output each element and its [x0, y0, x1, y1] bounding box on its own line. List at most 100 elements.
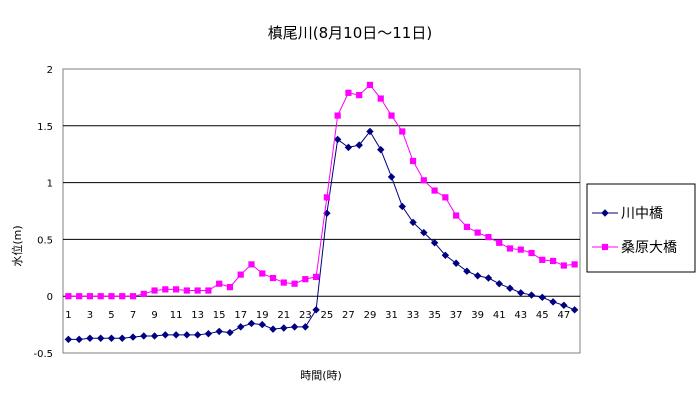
- x-tick-label: 7: [130, 310, 136, 321]
- data-point: [473, 272, 482, 280]
- data-point: [302, 276, 309, 283]
- series-2: [65, 81, 578, 300]
- data-point: [248, 261, 255, 268]
- data-point: [442, 194, 449, 201]
- data-point: [193, 331, 202, 339]
- y-tick-label: 1: [47, 179, 53, 190]
- data-point: [119, 293, 126, 300]
- data-point: [226, 284, 234, 291]
- data-point: [388, 112, 395, 119]
- data-point: [334, 112, 341, 119]
- data-point: [108, 293, 115, 300]
- data-point: [409, 218, 417, 227]
- data-point: [549, 257, 557, 265]
- data-point: [517, 289, 525, 297]
- chart-title: 槙尾川(8月10日～11日): [268, 24, 432, 42]
- x-tick-label: 45: [536, 310, 549, 321]
- x-tick-label: 43: [514, 310, 527, 321]
- data-point: [291, 280, 298, 287]
- legend-label: 川中橋: [621, 206, 663, 222]
- y-tick-label: 1.5: [37, 122, 53, 133]
- data-point: [237, 271, 244, 278]
- data-point: [485, 234, 492, 241]
- x-axis-label: 時間(時): [300, 369, 342, 382]
- y-tick-labels: -0.5 0 0.5 1 1.5 2: [33, 65, 53, 360]
- y-axis-label: 水位(m): [10, 225, 24, 266]
- x-tick-label: 39: [471, 310, 484, 321]
- data-point: [312, 306, 320, 314]
- data-point: [162, 286, 169, 293]
- data-point: [280, 279, 287, 286]
- legend-entry: 桑原大橋: [592, 240, 677, 256]
- x-tick-label: 27: [342, 310, 355, 321]
- data-point: [528, 249, 535, 257]
- data-point: [441, 251, 450, 260]
- series-layer: [64, 81, 579, 344]
- data-point: [398, 202, 406, 211]
- data-point: [366, 127, 374, 136]
- legend-box: [586, 183, 696, 273]
- data-point: [151, 287, 158, 294]
- data-point: [247, 319, 256, 328]
- data-point: [366, 81, 374, 89]
- legend-label: 桑原大橋: [621, 240, 677, 256]
- data-point: [570, 306, 579, 314]
- data-point: [237, 323, 245, 331]
- x-tick-label: 23: [299, 310, 312, 321]
- y-tick-label: 0: [47, 292, 53, 303]
- data-point: [269, 274, 277, 282]
- data-point: [527, 291, 536, 299]
- data-point: [86, 334, 94, 342]
- x-tick-label: 33: [407, 310, 420, 321]
- data-point: [118, 334, 126, 342]
- x-tick-label: 35: [428, 310, 441, 321]
- x-tick-label: 31: [385, 310, 398, 321]
- data-point: [107, 334, 116, 342]
- data-point: [430, 239, 439, 247]
- x-tick-labels: 1 3 5 7 9 11 13 15 17 19 21 23 25 27 29 31 33 35 37 39 41 43 4…: [65, 310, 570, 321]
- data-point: [150, 332, 159, 340]
- x-tick-label: 1: [65, 310, 71, 321]
- data-point: [129, 333, 137, 341]
- data-point: [399, 128, 406, 135]
- data-point: [387, 173, 396, 181]
- data-point: [356, 92, 363, 99]
- data-point: [560, 301, 568, 309]
- data-point: [216, 280, 223, 287]
- data-point: [280, 324, 288, 332]
- data-point: [301, 323, 310, 331]
- y-tick-label: 0.5: [37, 235, 53, 246]
- data-point: [496, 239, 503, 246]
- data-point: [571, 261, 578, 268]
- legend-entry: 川中橋: [592, 206, 663, 222]
- data-point: [601, 243, 609, 251]
- data-point: [269, 325, 277, 333]
- data-point: [64, 335, 73, 344]
- data-point: [75, 335, 83, 344]
- x-tick-label: 29: [364, 310, 377, 321]
- data-point: [344, 143, 353, 152]
- x-tick-label: 5: [108, 310, 114, 321]
- x-tick-label: 9: [151, 310, 157, 321]
- y-tick-label: -0.5: [33, 349, 53, 360]
- data-point: [484, 274, 493, 282]
- data-point: [129, 293, 137, 300]
- x-tick-label: 15: [213, 310, 226, 321]
- data-point: [226, 328, 234, 337]
- data-point: [463, 267, 471, 275]
- data-point: [140, 290, 147, 298]
- data-point: [215, 327, 223, 336]
- x-tick-label: 17: [234, 310, 247, 321]
- x-tick-label: 11: [170, 310, 183, 321]
- data-point: [76, 293, 83, 300]
- data-point: [506, 245, 514, 252]
- data-point: [539, 256, 546, 263]
- data-point: [549, 298, 557, 306]
- data-point: [345, 89, 352, 96]
- data-point: [377, 145, 385, 154]
- data-point: [86, 293, 94, 300]
- data-point: [452, 259, 460, 267]
